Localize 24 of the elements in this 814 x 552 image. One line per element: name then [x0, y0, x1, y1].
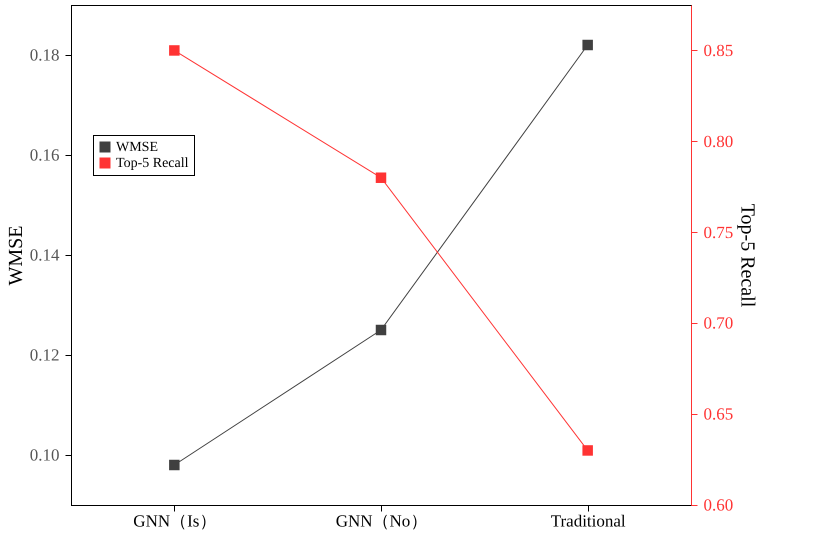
- point: [376, 324, 386, 336]
- point: [582, 40, 593, 50]
- y2-tick-label: 0.85: [704, 40, 734, 60]
- y2-tick-label: 0.80: [704, 132, 734, 151]
- point: [169, 45, 180, 56]
- y-tick-label: 0.10: [30, 446, 60, 464]
- y2-axis-title: Top-5 Recall: [736, 204, 758, 308]
- x-tick-label: Traditional: [550, 512, 626, 530]
- y2-tick-label: 0.75: [704, 222, 734, 242]
- y-tick-label: 0.14: [30, 246, 60, 264]
- legend-label: WMSE: [116, 140, 158, 155]
- y-tick-label: 0.16: [30, 146, 60, 164]
- x-tick-label: GNN（No）: [336, 512, 428, 530]
- y2-tick-label: 0.70: [704, 314, 734, 333]
- y-tick-label: 0.18: [30, 46, 60, 64]
- legend-label: Top-5 Recall: [116, 156, 189, 171]
- x-tick-label: GNN（Is）: [133, 512, 216, 530]
- y-axis-title: WMSE: [4, 226, 27, 286]
- y2-tick-label: 0.65: [704, 404, 734, 424]
- y2-tick-label: 0.60: [704, 496, 734, 514]
- point: [169, 460, 180, 470]
- y-tick-label: 0.12: [30, 346, 60, 364]
- point: [376, 172, 386, 183]
- point: [582, 445, 593, 456]
